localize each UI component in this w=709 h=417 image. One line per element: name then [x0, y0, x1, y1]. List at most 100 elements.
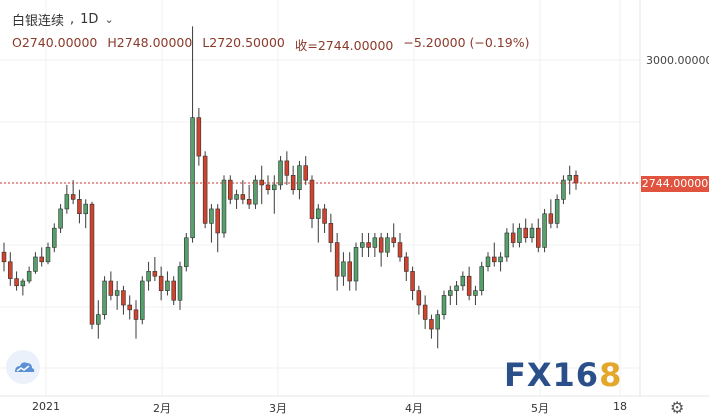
- low-value: L2720.50000: [202, 35, 285, 50]
- interval-label[interactable]: 1D: [80, 12, 99, 27]
- candle-up: [234, 194, 239, 200]
- candle-up: [485, 256, 491, 267]
- candle-up: [221, 179, 227, 234]
- candle-down: [70, 194, 76, 200]
- open-value: O2740.00000: [12, 35, 98, 50]
- candle-down: [171, 280, 176, 301]
- candle-down: [303, 165, 308, 181]
- candle-down: [309, 179, 315, 219]
- candle-down: [510, 232, 516, 243]
- candle-down: [158, 275, 164, 291]
- candle-up: [140, 280, 145, 320]
- candle-down: [1, 251, 7, 263]
- time-axis-label-may: 5月: [531, 402, 549, 415]
- candle-down: [328, 223, 334, 243]
- last-price-tag: 2744.00000: [641, 176, 709, 192]
- candle-up: [45, 247, 51, 263]
- time-axis-label-apr: 4月: [405, 402, 423, 415]
- candle-down: [492, 256, 497, 263]
- candles: [1, 26, 579, 349]
- chevron-down-icon[interactable]: ⌄: [104, 13, 114, 26]
- candle-up: [341, 261, 346, 277]
- candle-up: [26, 271, 32, 282]
- candle-up: [272, 184, 277, 191]
- candle-down: [196, 117, 202, 157]
- candle-up: [177, 266, 183, 301]
- candle-up: [184, 237, 189, 267]
- candle-down: [466, 275, 472, 296]
- candle-down: [573, 175, 579, 184]
- candle-up: [297, 165, 302, 191]
- candle-down: [14, 278, 19, 287]
- candle-up: [253, 179, 258, 205]
- candle-up: [33, 256, 38, 272]
- candle-down: [397, 242, 403, 258]
- candle-up: [20, 280, 26, 287]
- candle-down: [108, 280, 114, 296]
- candle-up: [353, 247, 359, 282]
- candle-down: [366, 242, 371, 248]
- candle-up: [448, 290, 453, 296]
- candle-down: [228, 179, 233, 200]
- candle-up: [165, 280, 170, 291]
- gear-icon[interactable]: ⚙: [670, 398, 685, 417]
- candle-down: [215, 208, 220, 234]
- candle-up: [517, 227, 522, 243]
- fx168-logo: FX168: [504, 356, 623, 394]
- candle-down: [284, 160, 290, 176]
- close-value: 收=2744.00000: [294, 38, 394, 53]
- price-axis-label-3000: 3000.00000: [646, 54, 709, 67]
- candle-up: [473, 290, 478, 296]
- candle-up: [58, 208, 63, 229]
- candle-down: [77, 199, 82, 215]
- candle-up: [498, 256, 503, 263]
- candle-down: [133, 309, 139, 320]
- candle-down: [121, 290, 126, 306]
- candle-up: [316, 208, 321, 219]
- candle-down: [89, 203, 95, 325]
- candle-up: [146, 271, 151, 282]
- candle-down: [404, 256, 409, 272]
- candle-up: [102, 280, 107, 315]
- symbol-name[interactable]: 白银连续: [12, 14, 65, 29]
- time-axis-label-2021: 2021: [32, 400, 60, 413]
- candle-up: [441, 295, 447, 315]
- candle-down: [246, 199, 252, 205]
- candle-down: [347, 261, 352, 282]
- candle-up: [83, 203, 88, 215]
- candle-up: [542, 213, 547, 248]
- candle-down: [378, 237, 384, 253]
- candle-down: [416, 290, 422, 306]
- candle-down: [523, 227, 528, 239]
- candle-up: [460, 275, 466, 287]
- time-axis-label-18: 18: [613, 400, 627, 413]
- candle-down: [240, 194, 246, 200]
- candle-up: [554, 199, 560, 224]
- time-axis-label-mar: 3月: [269, 402, 287, 415]
- cloud-icon[interactable]: [6, 350, 40, 384]
- candle-down: [202, 155, 208, 224]
- candle-up: [190, 117, 195, 239]
- candle-up: [385, 237, 390, 253]
- candle-down: [410, 271, 415, 291]
- candle-down: [265, 184, 271, 191]
- candle-up: [561, 179, 566, 200]
- candle-down: [548, 213, 554, 224]
- candle-down: [536, 227, 541, 248]
- time-axis-label-feb: 2月: [153, 402, 171, 415]
- candle-up: [64, 194, 70, 210]
- high-value: H2748.00000: [107, 35, 193, 50]
- candle-down: [334, 242, 340, 277]
- candle-up: [114, 290, 120, 296]
- candle-up: [529, 227, 535, 239]
- candle-down: [422, 304, 428, 320]
- candle-down: [152, 271, 158, 277]
- candle-down: [39, 256, 44, 263]
- candle-down: [127, 304, 132, 311]
- candle-up: [372, 237, 378, 248]
- candle-up: [454, 285, 459, 291]
- candle-down: [8, 261, 13, 279]
- candle-down: [391, 237, 396, 243]
- candle-down: [322, 208, 327, 224]
